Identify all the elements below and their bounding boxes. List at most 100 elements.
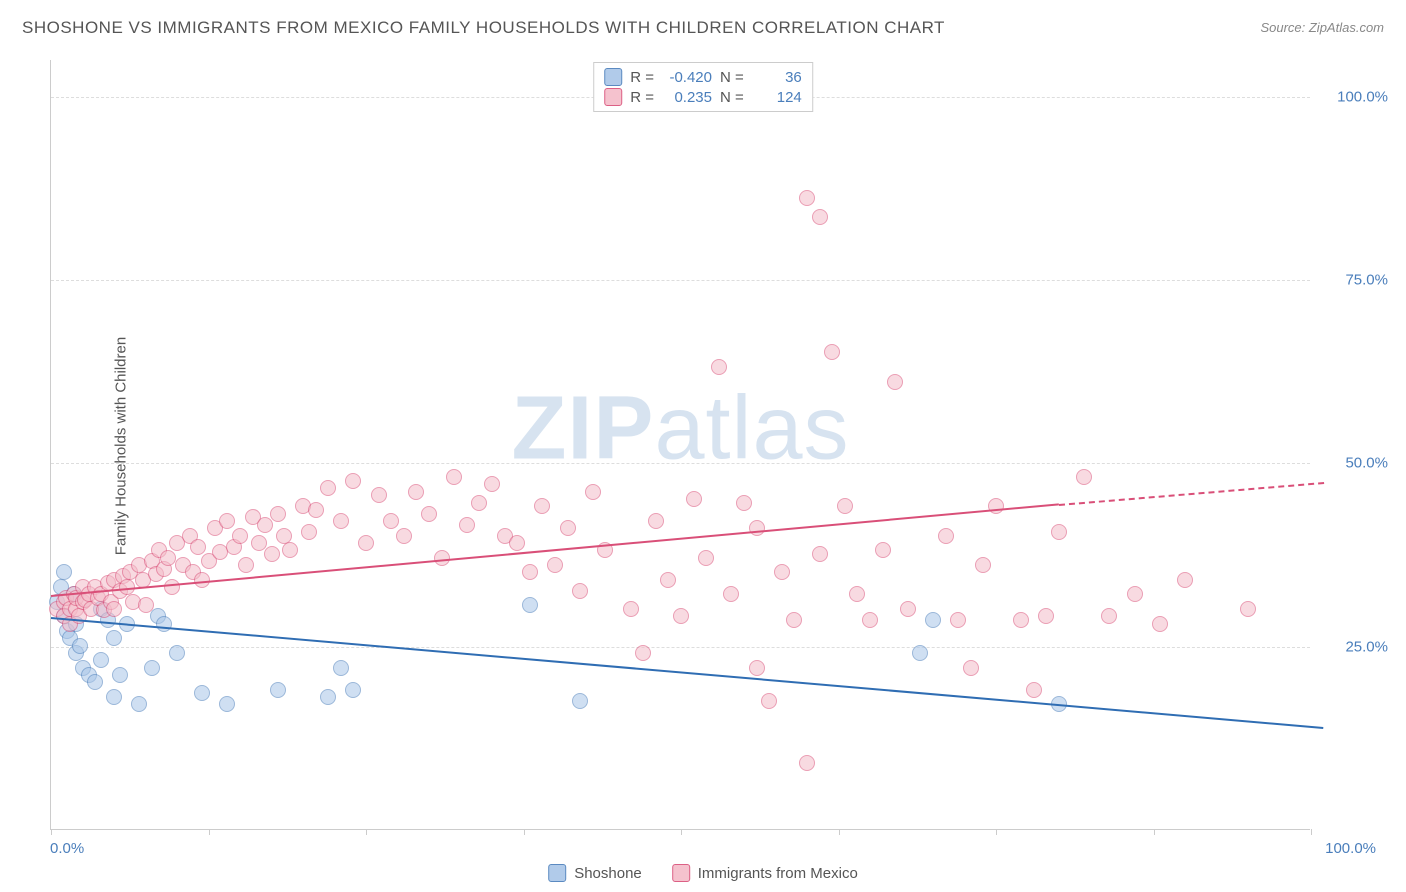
scatter-plot-area: ZIPatlas — [50, 60, 1310, 830]
scatter-point — [723, 586, 739, 602]
scatter-point — [635, 645, 651, 661]
scatter-point — [72, 638, 88, 654]
scatter-point — [190, 539, 206, 555]
scatter-point — [761, 693, 777, 709]
x-tick — [839, 829, 840, 835]
legend-label: Shoshone — [574, 865, 642, 882]
gridline — [51, 647, 1310, 648]
gridline — [51, 280, 1310, 281]
scatter-point — [264, 546, 280, 562]
scatter-point — [169, 645, 185, 661]
scatter-point — [824, 344, 840, 360]
x-tick-label: 100.0% — [1325, 840, 1376, 857]
stats-row-series1: R = -0.420 N = 36 — [604, 67, 802, 87]
r-value: -0.420 — [662, 69, 712, 86]
scatter-point — [623, 601, 639, 617]
legend-item-series1: Shoshone — [548, 864, 642, 882]
swatch-icon — [672, 864, 690, 882]
y-tick-label: 50.0% — [1345, 455, 1388, 472]
source-attribution: Source: ZipAtlas.com — [1260, 20, 1384, 35]
scatter-point — [1076, 469, 1092, 485]
scatter-point — [673, 608, 689, 624]
scatter-point — [799, 755, 815, 771]
y-tick-label: 25.0% — [1345, 638, 1388, 655]
scatter-point — [1152, 616, 1168, 632]
x-tick — [681, 829, 682, 835]
scatter-point — [232, 528, 248, 544]
scatter-point — [912, 645, 928, 661]
scatter-point — [484, 476, 500, 492]
scatter-point — [138, 597, 154, 613]
scatter-point — [975, 557, 991, 573]
x-tick — [1154, 829, 1155, 835]
r-value: 0.235 — [662, 89, 712, 106]
scatter-point — [358, 535, 374, 551]
scatter-point — [887, 374, 903, 390]
scatter-point — [849, 586, 865, 602]
swatch-icon — [548, 864, 566, 882]
scatter-point — [585, 484, 601, 500]
swatch-icon — [604, 88, 622, 106]
scatter-point — [164, 579, 180, 595]
scatter-point — [749, 520, 765, 536]
scatter-point — [938, 528, 954, 544]
scatter-point — [547, 557, 563, 573]
correlation-stats-box: R = -0.420 N = 36 R = 0.235 N = 124 — [593, 62, 813, 112]
n-value: 36 — [752, 69, 802, 86]
scatter-point — [301, 524, 317, 540]
scatter-point — [736, 495, 752, 511]
scatter-point — [812, 209, 828, 225]
scatter-point — [1177, 572, 1193, 588]
scatter-point — [345, 682, 361, 698]
scatter-point — [875, 542, 891, 558]
scatter-point — [308, 502, 324, 518]
scatter-point — [160, 550, 176, 566]
scatter-point — [648, 513, 664, 529]
scatter-point — [1013, 612, 1029, 628]
n-label: N = — [720, 89, 744, 106]
scatter-point — [270, 506, 286, 522]
scatter-point — [812, 546, 828, 562]
scatter-point — [112, 667, 128, 683]
scatter-point — [93, 652, 109, 668]
x-tick — [366, 829, 367, 835]
scatter-point — [471, 495, 487, 511]
n-label: N = — [720, 69, 744, 86]
scatter-point — [131, 696, 147, 712]
scatter-point — [711, 359, 727, 375]
scatter-point — [534, 498, 550, 514]
scatter-point — [270, 682, 286, 698]
scatter-point — [320, 480, 336, 496]
swatch-icon — [604, 68, 622, 86]
r-label: R = — [630, 69, 654, 86]
trend-line — [51, 617, 1324, 729]
watermark-text: ZIPatlas — [511, 378, 849, 481]
scatter-point — [345, 473, 361, 489]
y-tick-label: 100.0% — [1337, 88, 1388, 105]
scatter-point — [509, 535, 525, 551]
scatter-point — [446, 469, 462, 485]
scatter-point — [276, 528, 292, 544]
scatter-point — [1240, 601, 1256, 617]
scatter-point — [1127, 586, 1143, 602]
scatter-point — [698, 550, 714, 566]
scatter-point — [522, 597, 538, 613]
scatter-point — [862, 612, 878, 628]
r-label: R = — [630, 89, 654, 106]
scatter-point — [660, 572, 676, 588]
x-tick — [51, 829, 52, 835]
scatter-point — [1051, 524, 1067, 540]
x-tick — [524, 829, 525, 835]
scatter-point — [560, 520, 576, 536]
scatter-point — [371, 487, 387, 503]
chart-title: SHOSHONE VS IMMIGRANTS FROM MEXICO FAMIL… — [22, 18, 945, 38]
scatter-point — [421, 506, 437, 522]
scatter-point — [144, 660, 160, 676]
scatter-point — [786, 612, 802, 628]
scatter-point — [396, 528, 412, 544]
x-tick — [996, 829, 997, 835]
stats-row-series2: R = 0.235 N = 124 — [604, 87, 802, 107]
scatter-point — [988, 498, 1004, 514]
scatter-point — [408, 484, 424, 500]
scatter-point — [106, 689, 122, 705]
